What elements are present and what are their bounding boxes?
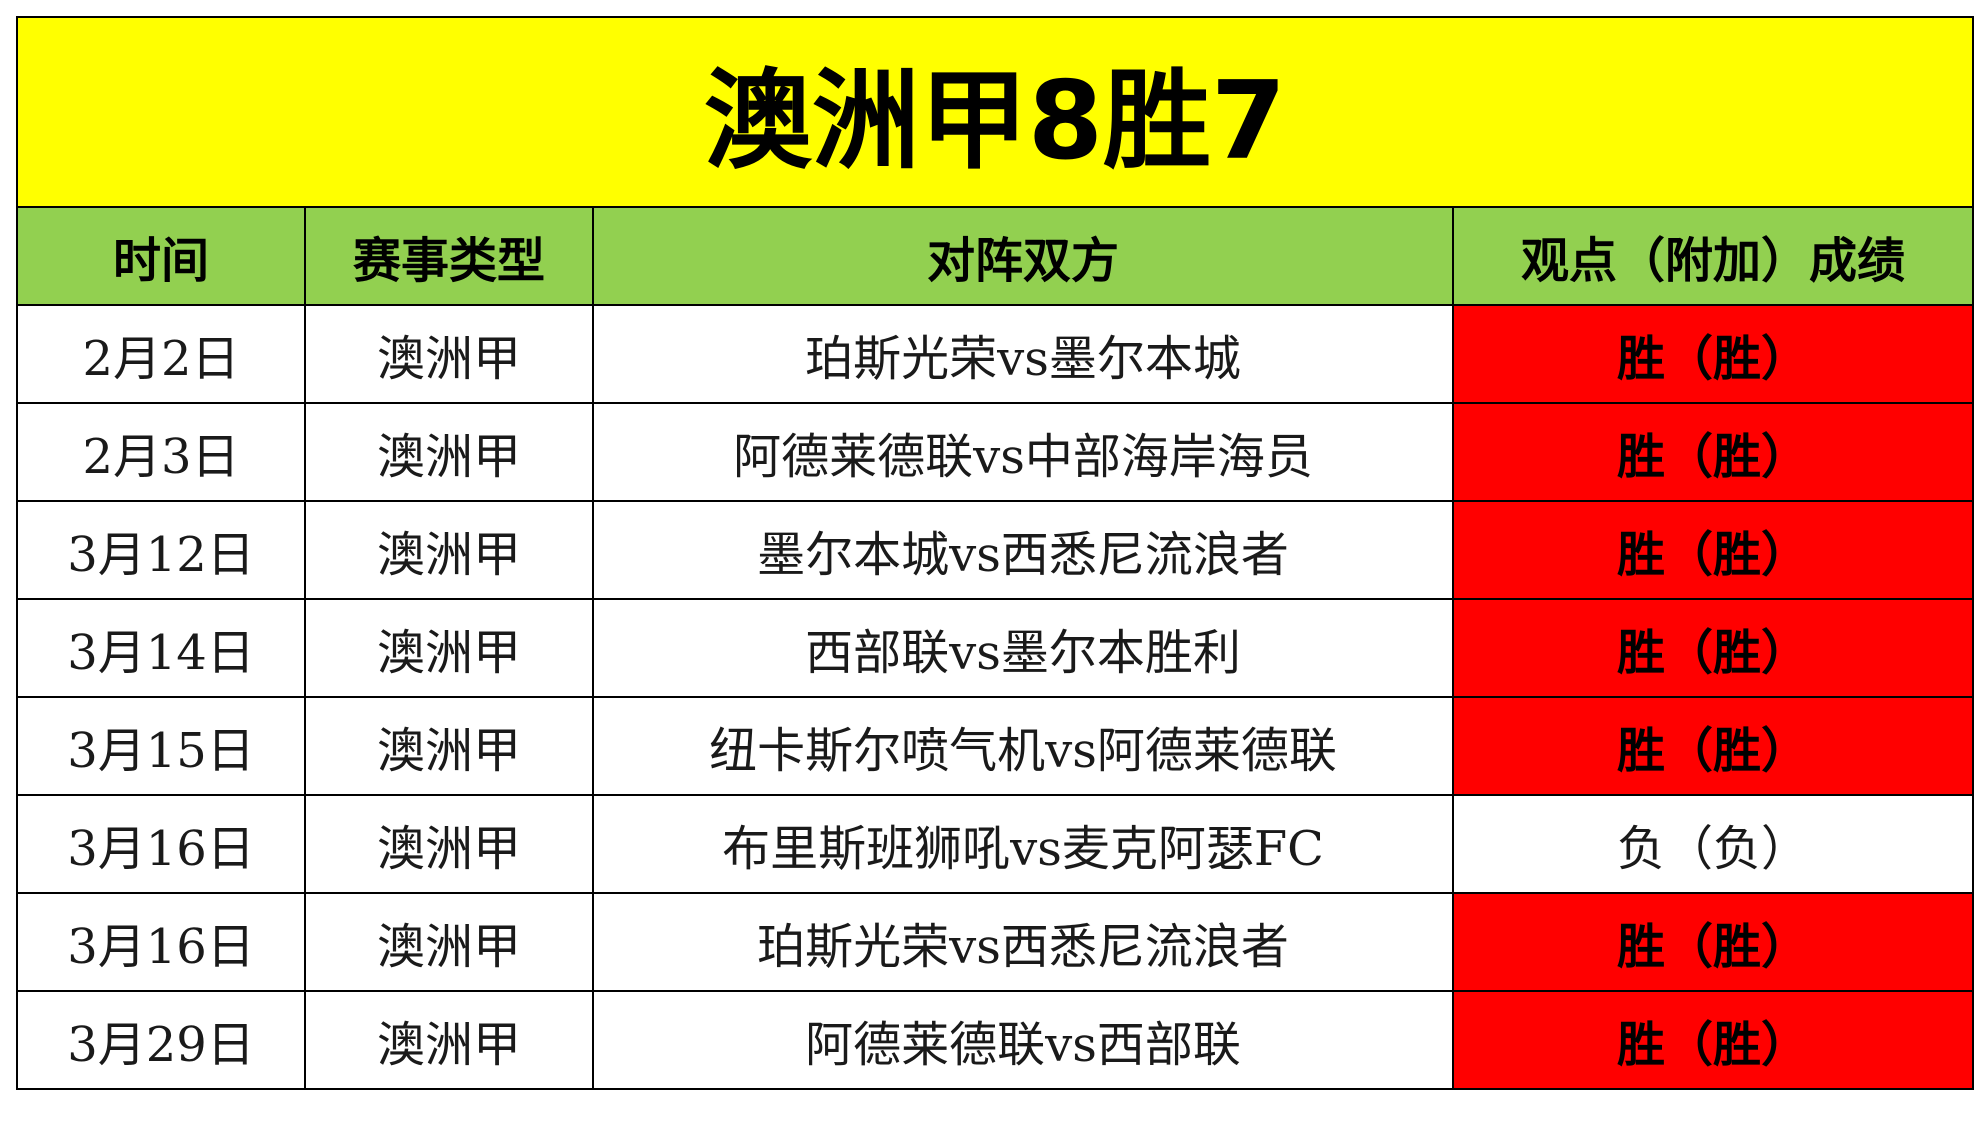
date-cell: 3月16日 (16, 892, 306, 992)
table-row: 3月16日 澳洲甲 布里斯班狮吼vs麦克阿瑟FC 负（负） (16, 794, 1975, 894)
header-date: 时间 (16, 206, 306, 306)
date-cell: 2月2日 (16, 304, 306, 404)
date-cell: 3月16日 (16, 794, 306, 894)
result-cell: 胜（胜） (1451, 696, 1975, 796)
table-row: 3月16日 澳洲甲 珀斯光荣vs西悉尼流浪者 胜（胜） (16, 892, 1975, 992)
table-row: 3月29日 澳洲甲 阿德莱德联vs西部联 胜（胜） (16, 990, 1975, 1090)
date-cell: 3月12日 (16, 500, 306, 600)
header-type: 赛事类型 (304, 206, 594, 306)
match-cell: 珀斯光荣vs墨尔本城 (592, 304, 1454, 404)
table-row: 3月12日 澳洲甲 墨尔本城vs西悉尼流浪者 胜（胜） (16, 500, 1975, 600)
header-result: 观点（附加）成绩 (1451, 206, 1975, 306)
type-cell: 澳洲甲 (304, 402, 594, 502)
title-row: 澳洲甲8胜7 (15, 16, 1975, 208)
date-cell: 3月14日 (16, 598, 306, 698)
header-row: 时间 赛事类型 对阵双方 观点（附加）成绩 (16, 206, 1975, 306)
match-cell: 墨尔本城vs西悉尼流浪者 (592, 500, 1454, 600)
result-cell: 胜（胜） (1451, 990, 1975, 1090)
date-cell: 3月15日 (16, 696, 306, 796)
type-cell: 澳洲甲 (304, 304, 594, 404)
type-cell: 澳洲甲 (304, 598, 594, 698)
match-cell: 西部联vs墨尔本胜利 (592, 598, 1454, 698)
match-cell: 纽卡斯尔喷气机vs阿德莱德联 (592, 696, 1454, 796)
type-cell: 澳洲甲 (304, 892, 594, 992)
date-cell: 3月29日 (16, 990, 306, 1090)
match-cell: 阿德莱德联vs中部海岸海员 (592, 402, 1454, 502)
result-cell: 胜（胜） (1451, 402, 1975, 502)
match-cell: 珀斯光荣vs西悉尼流浪者 (592, 892, 1454, 992)
results-table: 澳洲甲8胜7 时间 赛事类型 对阵双方 观点（附加）成绩 2月2日 澳洲甲 珀斯光荣… (15, 16, 1975, 1090)
result-cell: 胜（胜） (1451, 892, 1975, 992)
table-row: 3月14日 澳洲甲 西部联vs墨尔本胜利 胜（胜） (16, 598, 1975, 698)
type-cell: 澳洲甲 (304, 794, 594, 894)
result-cell: 胜（胜） (1451, 598, 1975, 698)
result-cell: 胜（胜） (1451, 500, 1975, 600)
result-cell: 负（负） (1451, 794, 1975, 894)
match-cell: 阿德莱德联vs西部联 (592, 990, 1454, 1090)
table-row: 3月15日 澳洲甲 纽卡斯尔喷气机vs阿德莱德联 胜（胜） (16, 696, 1975, 796)
date-cell: 2月3日 (16, 402, 306, 502)
match-cell: 布里斯班狮吼vs麦克阿瑟FC (592, 794, 1454, 894)
type-cell: 澳洲甲 (304, 500, 594, 600)
result-cell: 胜（胜） (1451, 304, 1975, 404)
type-cell: 澳洲甲 (304, 696, 594, 796)
type-cell: 澳洲甲 (304, 990, 594, 1090)
table-row: 2月2日 澳洲甲 珀斯光荣vs墨尔本城 胜（胜） (16, 304, 1975, 404)
header-match: 对阵双方 (592, 206, 1454, 306)
table-title: 澳洲甲8胜7 (15, 16, 1975, 208)
table-row: 2月3日 澳洲甲 阿德莱德联vs中部海岸海员 胜（胜） (16, 402, 1975, 502)
